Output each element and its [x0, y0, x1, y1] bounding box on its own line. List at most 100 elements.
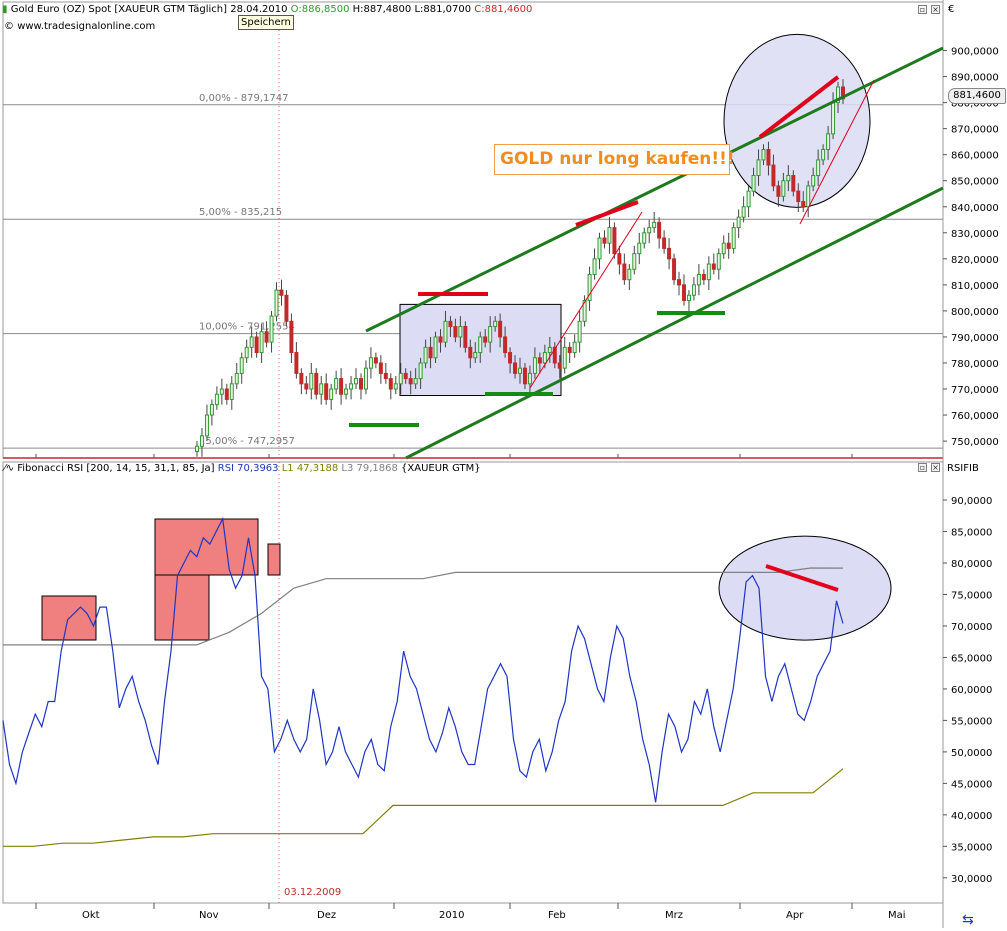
candle-body: [498, 320, 503, 338]
candle-body: [637, 242, 642, 255]
candle-body: [796, 190, 801, 203]
candle-body: [513, 362, 518, 374]
panel-menu-button[interactable]: ▫: [918, 5, 927, 14]
candle-body: [811, 175, 816, 187]
candle-body: [677, 279, 682, 286]
candle-body: [294, 352, 299, 374]
candle-body: [373, 357, 378, 364]
y-tick-label: 35,0000: [951, 842, 992, 853]
candle-body: [647, 227, 652, 234]
candle-body: [582, 299, 587, 322]
y-tick-label: 780,0000: [951, 359, 999, 370]
candle-body: [344, 388, 349, 395]
divergence-marker: [765, 564, 839, 592]
trend-line: [529, 211, 643, 389]
candle-body: [453, 326, 458, 338]
candle-body: [821, 148, 826, 161]
fib-level-label: 0,00% - 879,1747: [199, 93, 288, 104]
candle-body: [622, 263, 627, 281]
candle-body: [319, 383, 324, 395]
candle-body: [358, 378, 363, 390]
y-tick-label: 800,0000: [951, 307, 999, 318]
candle-body: [363, 367, 368, 390]
candle-body: [657, 221, 662, 239]
y-tick-label: 75,0000: [951, 590, 992, 601]
candle-body: [592, 258, 597, 275]
candle-body: [244, 346, 249, 359]
candle-body: [547, 346, 552, 354]
candle-body: [378, 362, 383, 374]
candle-body: [632, 253, 637, 270]
candle-body: [726, 242, 731, 249]
candle-body: [527, 372, 532, 385]
price-symbol: Gold Euro (OZ) Spot [XAUEUR GTM Täglich]: [10, 4, 228, 15]
y-tick-label: 45,0000: [951, 779, 992, 790]
trend-line: [799, 79, 875, 225]
rsi-close-button[interactable]: ×: [931, 463, 940, 472]
candle-body: [274, 289, 279, 317]
candle-body: [557, 362, 562, 369]
y-tick-label: 830,0000: [951, 229, 999, 240]
candle-body: [652, 221, 657, 229]
candle-body: [736, 216, 741, 229]
candle-body: [642, 232, 647, 244]
candle-body: [433, 336, 438, 359]
candle-body: [209, 404, 214, 416]
rsi-symbol: {XAUEUR GTM}: [401, 463, 481, 474]
candle-body: [418, 362, 423, 380]
candle-body: [806, 185, 811, 208]
copyright-icon: ©: [4, 21, 14, 32]
last-price-tag: 881,4600: [948, 88, 1006, 104]
rsi-axis-label: RSIFIB: [947, 463, 979, 474]
candle-body: [572, 341, 577, 354]
candle-body: [383, 372, 388, 380]
y-tick-label: 770,0000: [951, 385, 999, 396]
candle-body: [791, 175, 796, 192]
rsi-header: ⁄∿ Fibonacci RSI [200, 14, 15, 31,1, 85,…: [4, 463, 481, 474]
candle-body: [249, 336, 254, 348]
indicator-icon: ⁄∿: [4, 463, 15, 474]
y-tick-label: 810,0000: [951, 281, 999, 292]
panel-close-button[interactable]: ×: [931, 5, 940, 14]
y-tick-label: 870,0000: [951, 125, 999, 136]
candle-body: [199, 435, 204, 447]
candle-body: [706, 263, 711, 281]
y-tick-label: 890,0000: [951, 73, 999, 84]
scroll-arrows-icon[interactable]: ⇆: [962, 912, 974, 928]
x-tick-label: Nov: [199, 910, 219, 921]
candle-body: [607, 227, 612, 244]
candle-body: [483, 336, 488, 343]
x-tick-label: Mai: [888, 910, 906, 921]
candle-body: [841, 86, 845, 100]
source-url: www.tradesignalonline.com: [17, 21, 156, 32]
annotation-box[interactable]: GOLD nur long kaufen!!!: [494, 144, 735, 175]
candle-body: [756, 159, 761, 177]
y-tick-label: 85,0000: [951, 528, 992, 539]
candle-body: [532, 357, 537, 374]
candle-body: [801, 201, 806, 208]
candle-body: [672, 258, 677, 281]
candle-body: [264, 331, 269, 343]
candle-body: [438, 336, 443, 343]
rsi-menu-button[interactable]: ▫: [918, 463, 927, 472]
candle-body: [597, 237, 602, 260]
candle-body: [826, 133, 831, 150]
candle-body: [776, 185, 781, 197]
candle-body: [741, 206, 746, 218]
y-tick-label: 750,0000: [951, 437, 999, 448]
y-tick-label: 880,0000: [951, 99, 999, 110]
candle-body: [662, 237, 667, 249]
candle-body: [602, 237, 607, 244]
candle-body: [562, 346, 567, 369]
l1-value: L1 47,3188: [281, 463, 339, 474]
candle-body: [423, 346, 428, 364]
candle-body: [214, 393, 219, 406]
x-tick-label: 2010: [439, 910, 464, 921]
price-date: 28.04.2010: [230, 4, 288, 15]
y-tick-label: 40,0000: [951, 811, 992, 822]
candle-body: [299, 372, 304, 385]
candle-body: [612, 227, 617, 255]
y-tick-label: 70,0000: [951, 622, 992, 633]
candle-body: [324, 383, 329, 400]
